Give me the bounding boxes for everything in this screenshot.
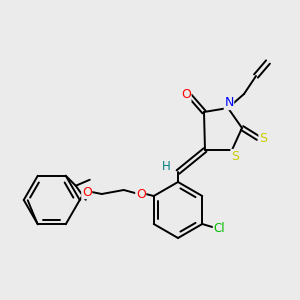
Text: S: S	[231, 149, 239, 163]
Text: S: S	[259, 133, 267, 146]
Text: O: O	[82, 185, 92, 199]
Text: H: H	[162, 160, 170, 172]
Text: O: O	[181, 88, 191, 101]
Text: O: O	[136, 188, 146, 200]
Text: N: N	[224, 97, 234, 110]
Text: Cl: Cl	[213, 221, 225, 235]
